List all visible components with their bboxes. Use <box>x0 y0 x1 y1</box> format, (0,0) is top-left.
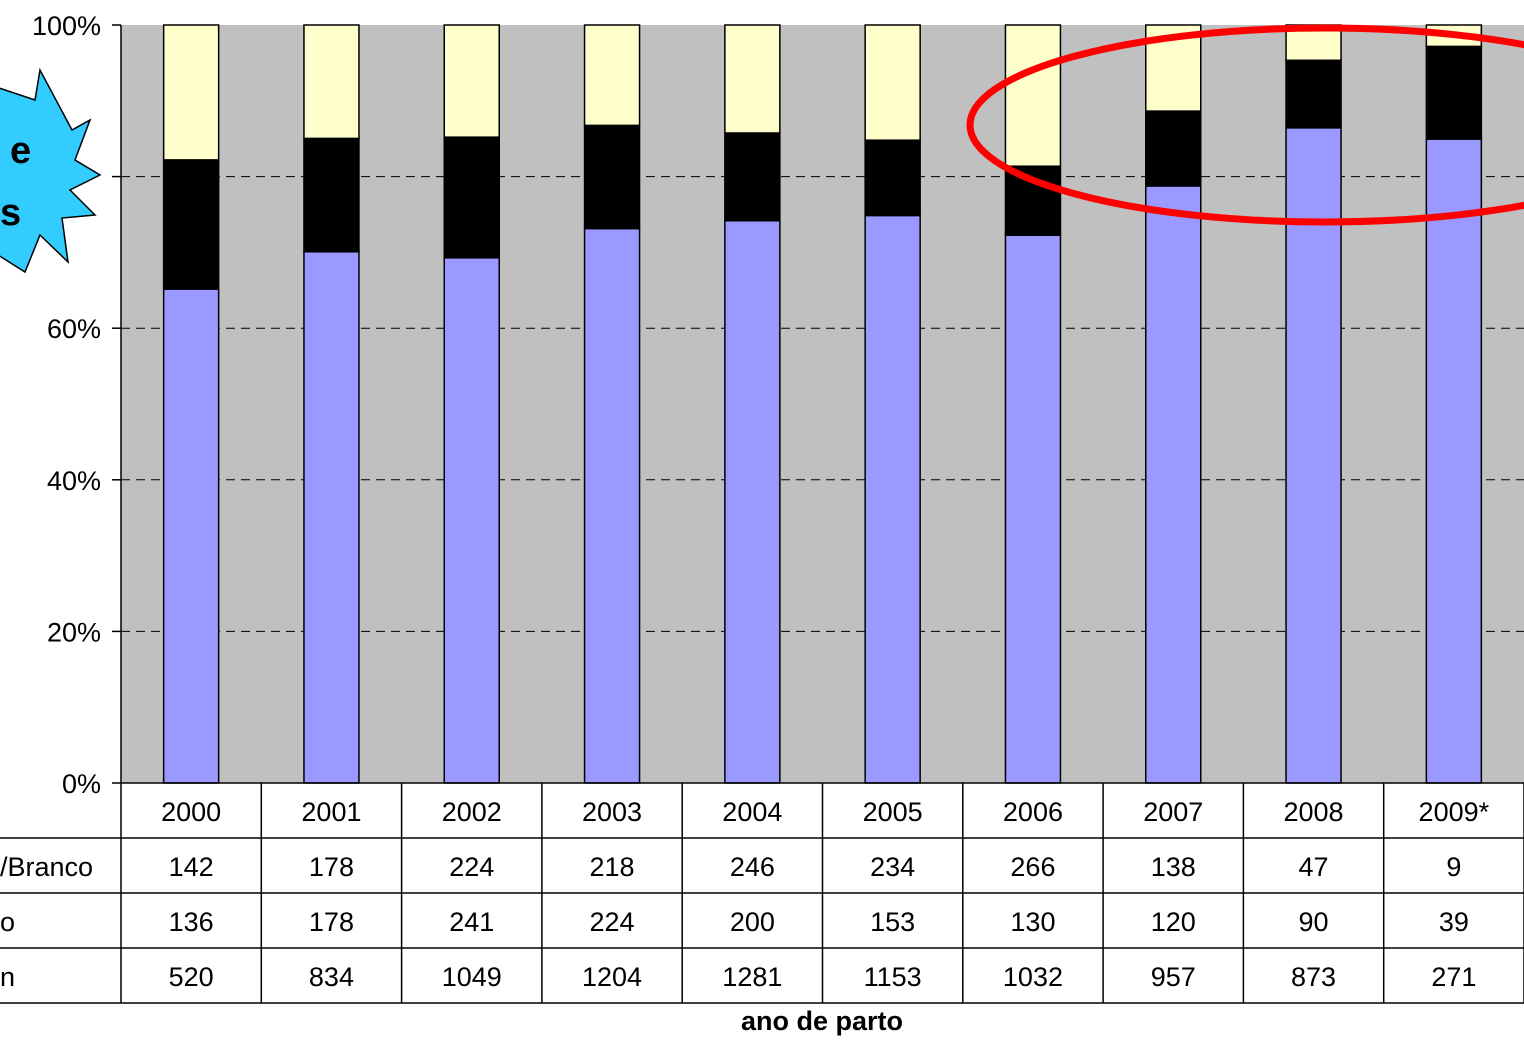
bar-segment <box>303 137 360 253</box>
data-table-cell: 1204 <box>582 962 642 992</box>
bar-segment <box>1285 127 1342 784</box>
row-label: /Branco <box>0 852 93 882</box>
bar-segment <box>1285 59 1342 129</box>
bar-segment <box>724 220 781 784</box>
bar-segment <box>162 24 220 161</box>
category-label: 2009* <box>1419 797 1490 827</box>
bar-segment <box>583 227 641 784</box>
x-axis-label: ano de parto <box>741 1006 903 1036</box>
data-table-cell: 224 <box>449 852 494 882</box>
bar-segment <box>583 124 641 230</box>
category-label: 2005 <box>863 797 923 827</box>
callout-burst-shape <box>0 67 102 274</box>
row-label: n <box>0 962 15 992</box>
bar-segment <box>303 251 360 784</box>
data-table-cell: 271 <box>1431 962 1476 992</box>
data-table-cell: 241 <box>449 907 494 937</box>
data-table-cell: 1153 <box>864 962 922 992</box>
y-tick-label: 60% <box>47 314 101 344</box>
category-label: 2001 <box>301 797 361 827</box>
callout-text: s <box>0 192 21 234</box>
highlight-ellipse <box>966 24 1524 226</box>
data-table-cell: 136 <box>169 907 214 937</box>
bar-segment <box>864 214 921 784</box>
data-table-cell: 834 <box>309 962 354 992</box>
y-tick-label: 0% <box>62 769 101 799</box>
data-table-cell: 246 <box>730 852 775 882</box>
plot-area: 0% 20% 40% 60% 100% <box>32 11 1524 799</box>
bar-segment <box>583 24 641 127</box>
bar-segment <box>162 159 220 290</box>
data-table-cell: 178 <box>309 852 354 882</box>
category-label: 2002 <box>442 797 502 827</box>
data-table-cell: 39 <box>1439 907 1469 937</box>
bar-segment <box>864 24 921 141</box>
data-table-cell: 234 <box>870 852 915 882</box>
data-table-cell: 218 <box>590 852 635 882</box>
bar-segment <box>864 139 921 217</box>
data-table-cell: 120 <box>1151 907 1196 937</box>
data-table-cell: 1049 <box>442 962 502 992</box>
callout-burst: es <box>0 67 102 274</box>
highlight-annotation <box>966 24 1524 226</box>
data-table-cell: 200 <box>730 907 775 937</box>
data-table-cell: 266 <box>1010 852 1055 882</box>
data-table-cell: 90 <box>1299 907 1329 937</box>
data-table-cell: 1281 <box>722 962 782 992</box>
data-table-cell: 153 <box>870 907 915 937</box>
data-table-cell: 873 <box>1291 962 1336 992</box>
bar-segment <box>443 136 500 259</box>
bar-segment <box>1425 45 1483 140</box>
data-table-cell: 138 <box>1151 852 1196 882</box>
bar-segment <box>303 24 360 140</box>
bar-segment <box>1145 110 1202 187</box>
data-table-cell: 957 <box>1151 962 1196 992</box>
bar-segment <box>443 257 500 784</box>
bar-segment <box>724 24 781 134</box>
bar-segment <box>162 288 220 784</box>
bar-segment <box>724 132 781 222</box>
category-label: 2007 <box>1143 797 1203 827</box>
bar-segment <box>443 24 500 138</box>
bar-segment <box>1004 24 1062 167</box>
y-tick-label: 40% <box>47 466 101 496</box>
data-table-cell: 224 <box>590 907 635 937</box>
category-label: 2003 <box>582 797 642 827</box>
row-label: o <box>0 907 15 937</box>
data-table-cell: 520 <box>169 962 214 992</box>
data-table-cell: 1032 <box>1003 962 1063 992</box>
data-table-cell: 9 <box>1446 852 1461 882</box>
category-label: 2000 <box>161 797 221 827</box>
callout-text: e <box>10 130 31 172</box>
data-table-cell: 178 <box>309 907 354 937</box>
category-label: 2008 <box>1284 797 1344 827</box>
category-label: 2004 <box>722 797 782 827</box>
data-table-cell: 130 <box>1010 907 1055 937</box>
data-table: 2000 2001 2002 2003 2004 2005 2006 2007 2008 2009… <box>0 782 1524 1004</box>
bar-segment <box>1004 234 1062 784</box>
data-table-cell: 142 <box>169 852 214 882</box>
y-tick-label: 20% <box>47 617 101 647</box>
bar-segment <box>1425 138 1483 784</box>
bar-segment <box>1145 185 1202 784</box>
category-label: 2006 <box>1003 797 1063 827</box>
y-tick-label: 100% <box>32 11 101 41</box>
data-table-cell: 47 <box>1299 852 1329 882</box>
